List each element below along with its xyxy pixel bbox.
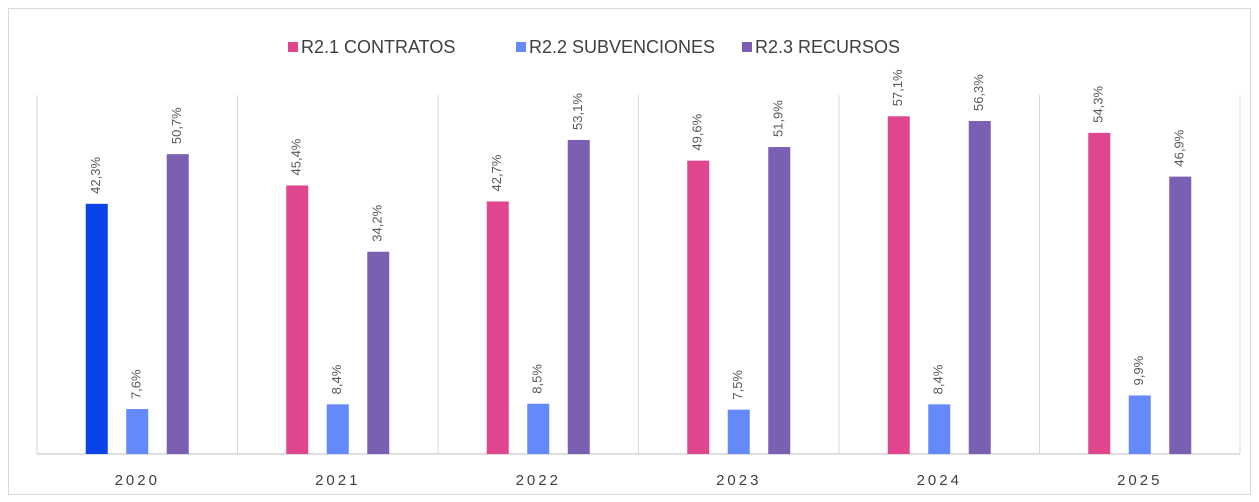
bar bbox=[768, 147, 791, 454]
value-label: 49,6% bbox=[690, 113, 705, 150]
value-label: 51,9% bbox=[771, 100, 786, 137]
legend-swatch bbox=[516, 42, 526, 52]
value-label: 42,7% bbox=[489, 154, 504, 191]
bar bbox=[687, 160, 710, 454]
value-label: 56,3% bbox=[971, 74, 986, 111]
value-label: 54,3% bbox=[1091, 86, 1106, 123]
bar bbox=[1169, 176, 1192, 454]
x-tick-label: 2024 bbox=[917, 472, 962, 489]
bar bbox=[567, 139, 590, 455]
value-label: 45,4% bbox=[289, 138, 304, 175]
x-tick-label: 2023 bbox=[716, 472, 761, 489]
value-label: 7,5% bbox=[730, 370, 745, 400]
bar bbox=[727, 409, 750, 454]
value-label: 34,2% bbox=[370, 204, 385, 241]
value-label: 9,9% bbox=[1131, 355, 1146, 385]
chart-border bbox=[8, 8, 1251, 495]
bar bbox=[527, 403, 550, 454]
legend-swatch bbox=[288, 42, 298, 52]
bar bbox=[126, 409, 149, 454]
legend-label: R2.3 RECURSOS bbox=[755, 37, 900, 57]
x-tick-label: 2021 bbox=[315, 472, 360, 489]
value-label: 53,1% bbox=[570, 93, 585, 130]
value-label: 8,4% bbox=[329, 364, 344, 394]
bar bbox=[887, 116, 910, 455]
bar bbox=[928, 404, 951, 454]
value-label: 8,5% bbox=[530, 364, 545, 394]
legend-swatch bbox=[742, 42, 752, 52]
x-tick-label: 2022 bbox=[516, 472, 561, 489]
value-label: 8,4% bbox=[931, 364, 946, 394]
value-label: 57,1% bbox=[890, 69, 905, 106]
value-label: 42,3% bbox=[88, 157, 103, 194]
legend-label: R2.1 CONTRATOS bbox=[301, 37, 455, 57]
bar bbox=[326, 404, 349, 454]
bar bbox=[1088, 132, 1111, 454]
bar bbox=[367, 251, 390, 454]
bar bbox=[486, 201, 509, 454]
value-label: 46,9% bbox=[1172, 129, 1187, 166]
legend-label: R2.2 SUBVENCIONES bbox=[529, 37, 715, 57]
value-label: 50,7% bbox=[169, 107, 184, 144]
bar bbox=[166, 154, 189, 454]
bar bbox=[85, 203, 108, 454]
bar bbox=[286, 185, 309, 454]
value-label: 7,6% bbox=[129, 369, 144, 399]
bar bbox=[968, 121, 991, 455]
x-tick-label: 2020 bbox=[115, 472, 160, 489]
x-tick-label: 2025 bbox=[1117, 472, 1162, 489]
bar bbox=[1128, 395, 1151, 454]
